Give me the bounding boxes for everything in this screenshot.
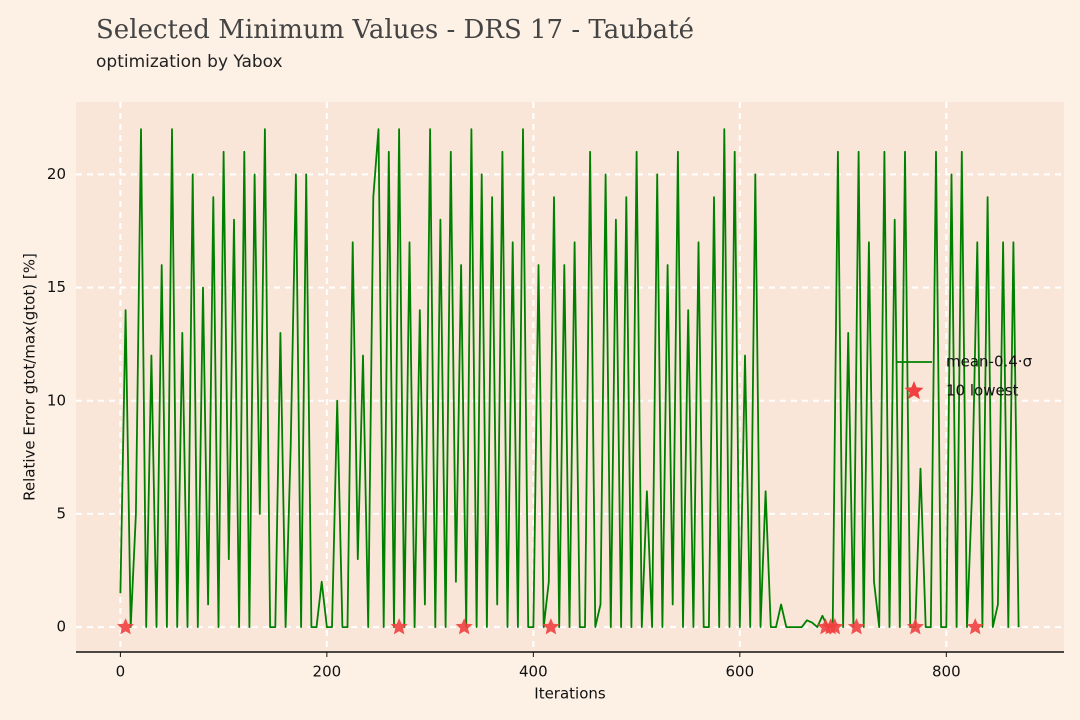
star-marker: [542, 618, 560, 635]
x-tick-label: 200: [313, 663, 342, 681]
y-tick-label: 5: [56, 504, 66, 522]
y-tick-label: 10: [47, 391, 66, 409]
star-marker: [906, 618, 924, 635]
star-marker: [847, 618, 865, 635]
star-marker: [455, 618, 473, 635]
y-tick-label: 15: [47, 278, 66, 296]
y-axis-label: Relative Error gtot/max(gtot) [%]: [21, 253, 39, 501]
chart-subtitle: optimization by Yabox: [96, 52, 283, 72]
y-tick-label: 20: [47, 165, 66, 183]
star-marker: [826, 618, 844, 635]
x-axis-label: Iterations: [534, 685, 606, 703]
star-marker: [966, 618, 984, 635]
x-tick-label: 800: [932, 663, 961, 681]
legend-label: 10 lowest: [946, 382, 1019, 400]
chart-title: Selected Minimum Values - DRS 17 - Tauba…: [96, 15, 694, 45]
y-tick-label: 0: [56, 618, 66, 636]
star-marker: [390, 618, 408, 635]
star-marker: [117, 618, 135, 635]
data-line: [119, 128, 1020, 628]
x-tick-label: 400: [519, 663, 548, 681]
legend-label: mean-0.4·σ: [946, 353, 1033, 371]
x-tick-label: 0: [116, 663, 126, 681]
x-tick-label: 600: [726, 663, 755, 681]
legend-swatch: [904, 381, 924, 400]
